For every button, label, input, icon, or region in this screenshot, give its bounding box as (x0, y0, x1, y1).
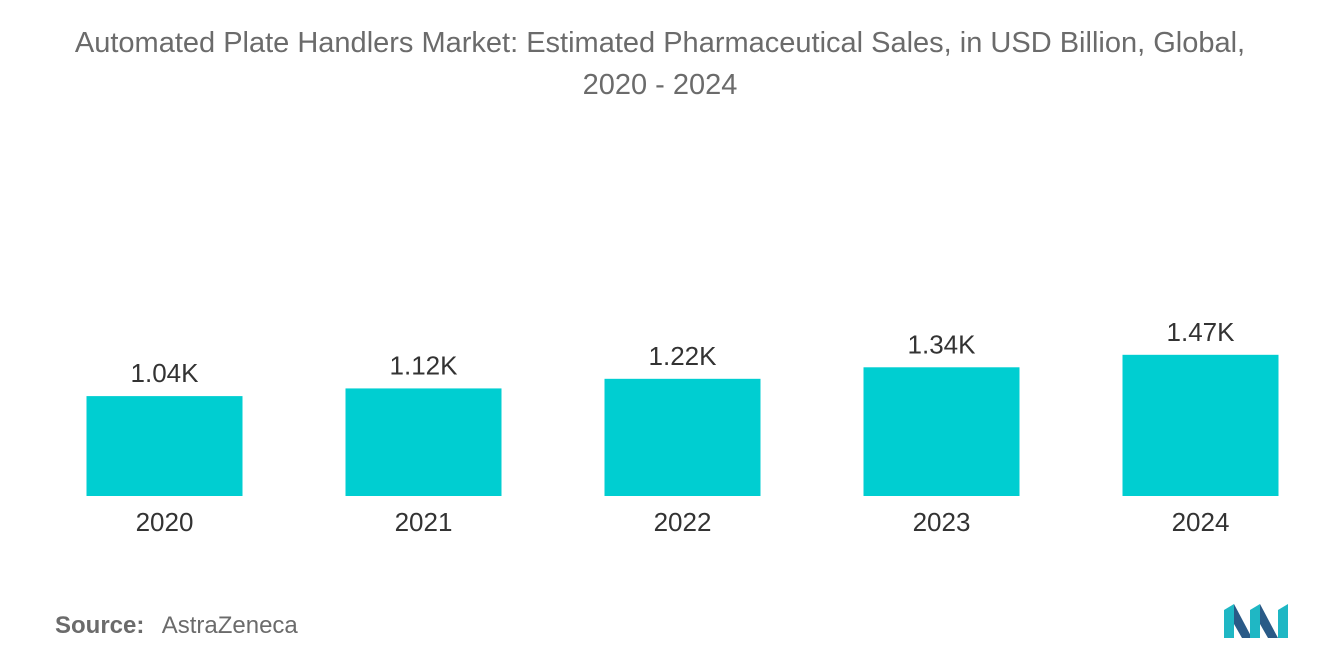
x-tick-label: 2023 (913, 507, 971, 537)
source-label: Source: (55, 612, 145, 639)
chart-title-line-1: Automated Plate Handlers Market: Estimat… (74, 27, 1246, 59)
chart-title-line-2: 2020 - 2024 (582, 69, 738, 101)
bar-value-label: 1.04K (131, 358, 200, 388)
bar-2022 (604, 378, 761, 496)
bar-value-label: 1.34K (908, 329, 977, 359)
bar-value-label: 1.22K (649, 341, 718, 371)
x-tick-label: 2020 (136, 507, 194, 537)
bar-2023 (863, 367, 1020, 496)
bar-value-label: 1.47K (1167, 317, 1236, 347)
bar-2021 (345, 388, 502, 496)
mordor-logo-icon (1224, 604, 1288, 638)
chart-title: Automated Plate Handlers Market: Estimat… (0, 22, 1320, 106)
x-tick-label: 2022 (654, 507, 712, 537)
x-tick-label: 2021 (395, 507, 453, 537)
source-note: Source: AstraZeneca (55, 612, 298, 640)
bar-value-label: 1.12K (390, 350, 459, 380)
bar-2020 (86, 396, 243, 496)
source-value: AstraZeneca (161, 612, 298, 639)
bar-2024 (1122, 354, 1279, 496)
x-tick-label: 2024 (1172, 507, 1230, 537)
